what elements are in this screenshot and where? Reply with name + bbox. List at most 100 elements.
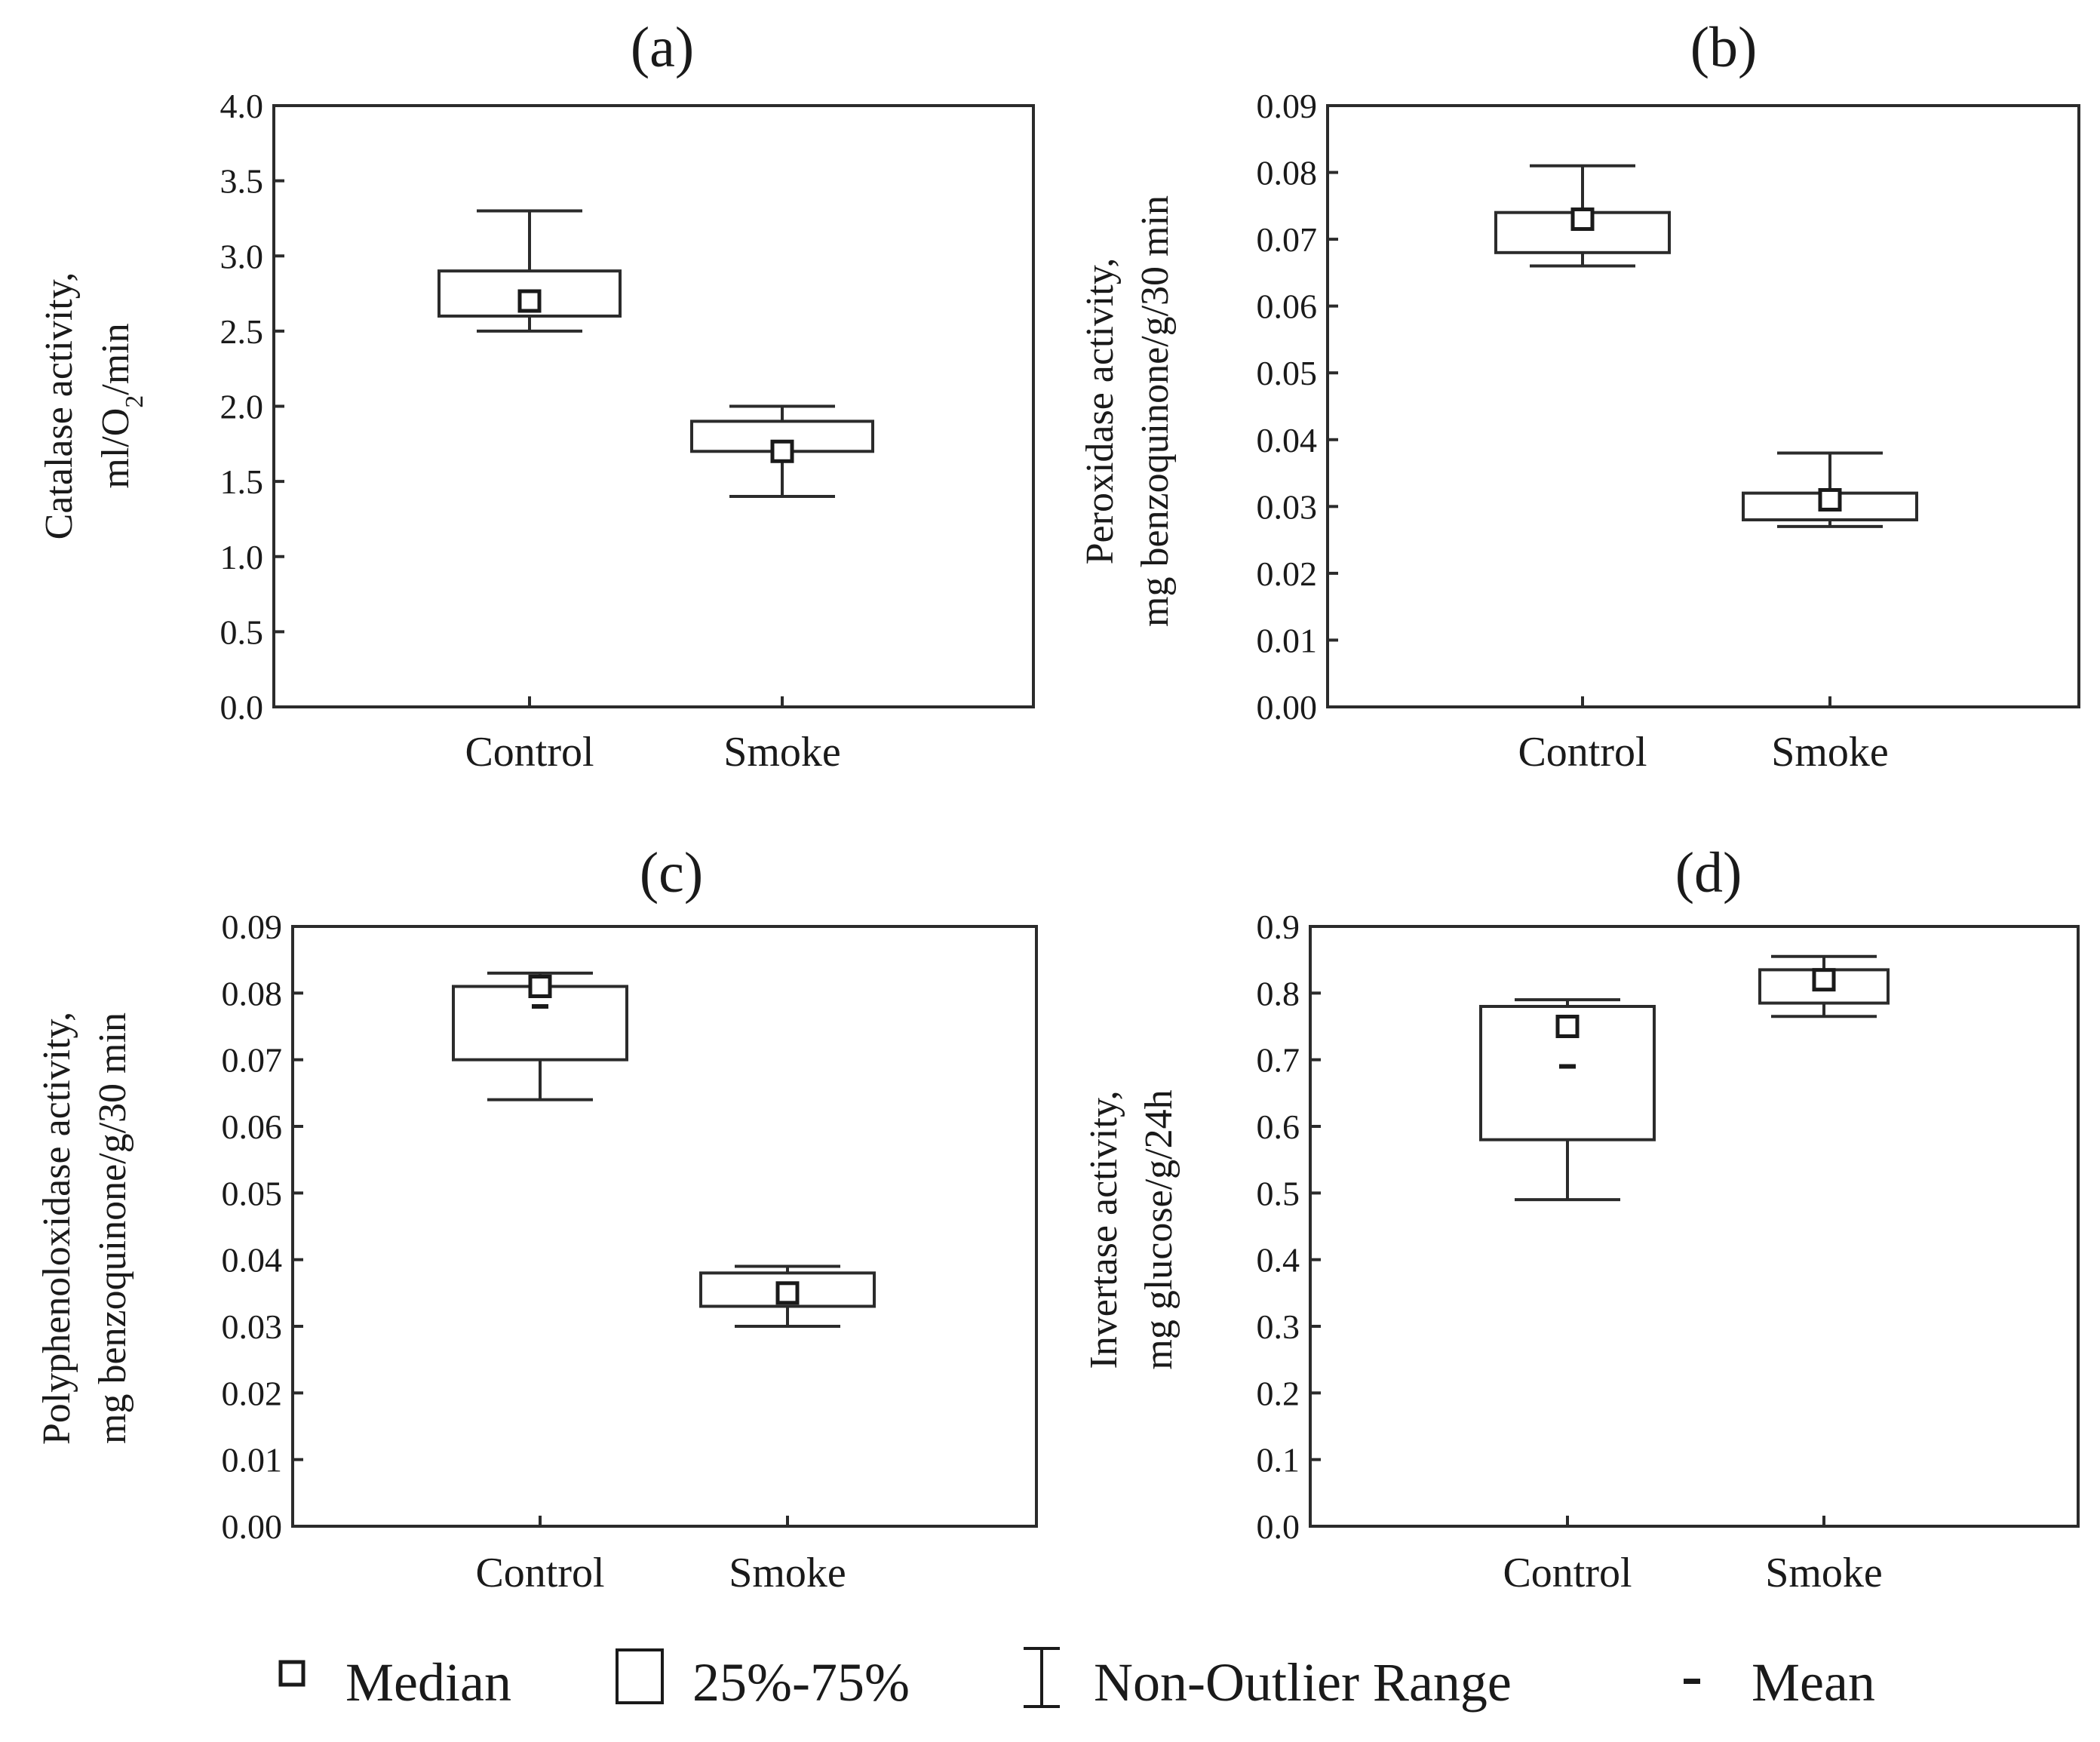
- panel-c-ytick-label-3: 0.03: [222, 1307, 283, 1346]
- panel-a-ylabel-unit-start: ml/O: [94, 408, 137, 489]
- panel-a-category-label-1: Smoke: [723, 729, 841, 776]
- panel-d-plot-frame: [1309, 925, 2080, 1528]
- legend-whisker-label: Non-Outlier Range: [1094, 1652, 1512, 1713]
- panel-d-ytick-label-6: 0.6: [1257, 1108, 1300, 1146]
- panel-d-yticks: 0.0 0.1 0.2 0.3 0.4 0.5 0.6 0.7 0.8 0.9: [1257, 908, 1321, 1546]
- panel-a-ytick-label-0: 0.0: [220, 688, 264, 727]
- panel-b-ytick-label-2: 0.02: [1257, 555, 1318, 593]
- panel-a-ytick-label-6: 3.0: [220, 237, 264, 275]
- panel-d-ytick-label-1: 0.1: [1257, 1441, 1300, 1479]
- panel-b-plot-frame: [1326, 104, 2080, 708]
- iqr-box: [699, 1271, 876, 1308]
- panel-d-category-label-1: Smoke: [1765, 1550, 1883, 1596]
- panel-a-ytick-label-2: 1.0: [220, 538, 264, 576]
- panel-b-category-label-0: Control: [1518, 729, 1647, 776]
- panel-d-ytick-label-3: 0.3: [1257, 1307, 1300, 1346]
- panel-a-ytick-label-4: 2.0: [220, 388, 264, 426]
- panel-b-title: (b): [1690, 16, 1758, 79]
- legend-mean-label: Mean: [1752, 1652, 1875, 1713]
- median-marker: [775, 1281, 800, 1305]
- panel-b-ytick-label-4: 0.04: [1257, 421, 1318, 459]
- legend: Median 25%-75% Non-Outlier Range Mean: [278, 1647, 1875, 1713]
- panel-c-ytick-label-8: 0.08: [222, 974, 283, 1012]
- median-marker: [770, 439, 794, 463]
- panel-b-box-smoke: [1742, 451, 1918, 528]
- panel-d-ytick-label-7: 0.7: [1257, 1041, 1300, 1080]
- panel-c-ytick-label-6: 0.06: [222, 1108, 283, 1146]
- iqr-box: [1479, 1005, 1656, 1141]
- panel-d-ylabel-line2: mg glucose/g/24h: [1138, 1089, 1180, 1369]
- panel-c-title: (c): [640, 841, 703, 905]
- panel-c-category-label-1: Smoke: [729, 1550, 846, 1596]
- panel-a-box-smoke: [690, 404, 874, 499]
- panel-a-ytick-label-7: 3.5: [220, 162, 264, 201]
- panel-d-ytick-label-4: 0.4: [1257, 1241, 1300, 1280]
- panel-a-ylabel-unit-end: /min: [94, 323, 137, 395]
- panel-b-ylabel-line1: Peroxidase activity,: [1079, 258, 1122, 565]
- panel-c-box-control: [452, 971, 628, 1101]
- panel-c-yticks: 0.00 0.01 0.02 0.03 0.04 0.05 0.06 0.07 0.08 0.09: [222, 908, 303, 1546]
- panel-d-ytick-label-2: 0.2: [1257, 1374, 1300, 1412]
- panel-d-ytick-label-0: 0.0: [1257, 1507, 1300, 1546]
- panel-b-ytick-label-6: 0.06: [1257, 287, 1318, 326]
- panel-a-title: (a): [631, 16, 694, 79]
- legend-mean-icon: [1684, 1679, 1700, 1684]
- iqr-box: [438, 269, 622, 318]
- panel-d-title: (d): [1675, 841, 1742, 905]
- median-marker: [1570, 207, 1595, 232]
- panel-b-ylabel-line2: mg benzoquinone/g/30 min: [1134, 195, 1177, 627]
- panel-d-boxes: [1479, 954, 1890, 1202]
- panel-d-category-label-0: Control: [1503, 1550, 1632, 1596]
- panel-c-ylabel-line1: Polyphenoloxidase activity,: [35, 1012, 78, 1445]
- panel-d-box-smoke: [1758, 954, 1890, 1018]
- panel-d-ytick-label-5: 0.5: [1257, 1174, 1300, 1212]
- panel-c-plot-frame: [291, 925, 1038, 1528]
- legend-box-icon: [616, 1648, 664, 1704]
- panel-c-category-label-0: Control: [475, 1550, 604, 1596]
- panel-b-ytick-label-3: 0.03: [1257, 487, 1318, 526]
- panel-c-ytick-label-9: 0.09: [222, 908, 283, 946]
- panel-b: (b) Peroxidase activity, mg benzoquinone…: [1079, 16, 2080, 776]
- panel-d: (d) Invertase activity, mg glucose/g/24h…: [1082, 841, 2080, 1596]
- median-marker: [528, 975, 552, 998]
- panel-b-ytick-label-5: 0.05: [1257, 354, 1318, 392]
- panel-c-ytick-label-4: 0.04: [222, 1241, 283, 1280]
- panel-c: (c) Polyphenoloxidase activity, mg benzo…: [35, 841, 1038, 1596]
- mean-marker: [1559, 1064, 1576, 1069]
- panel-c-box-smoke: [699, 1264, 876, 1328]
- panel-b-boxes: [1494, 164, 1918, 528]
- panel-a-ytick-label-8: 4.0: [220, 87, 264, 125]
- panel-c-ytick-label-0: 0.00: [222, 1507, 283, 1546]
- panel-d-ylabel-line1: Invertase activity,: [1082, 1090, 1125, 1369]
- panel-c-ytick-label-2: 0.02: [222, 1374, 283, 1412]
- legend-median-icon: [278, 1660, 305, 1687]
- panel-c-ytick-label-7: 0.07: [222, 1041, 283, 1080]
- panel-c-boxes: [452, 971, 876, 1328]
- panel-b-categories: Control Smoke: [1518, 696, 1889, 776]
- panel-b-ytick-label-1: 0.01: [1257, 621, 1318, 659]
- panel-a-ytick-label-5: 2.5: [220, 312, 264, 351]
- panel-d-box-control: [1479, 998, 1656, 1202]
- mean-marker: [532, 1004, 548, 1009]
- panel-b-ytick-label-9: 0.09: [1257, 87, 1318, 125]
- panel-a-ytick-label-1: 0.5: [220, 613, 264, 651]
- panel-a-yticks: 0.0 0.5 1.0 1.5 2.0 2.5 3.0 3.5 4.0: [220, 87, 284, 727]
- panel-d-categories: Control Smoke: [1503, 1516, 1883, 1596]
- panel-a-ylabel-line2: ml/O2/min: [94, 323, 149, 488]
- legend-median-label: Median: [345, 1652, 511, 1713]
- median-marker: [1818, 487, 1842, 512]
- panel-a-category-label-0: Control: [465, 729, 594, 776]
- panel-b-ytick-label-0: 0.00: [1257, 688, 1318, 727]
- panel-a-ylabel-subscript: 2: [121, 395, 149, 408]
- panel-b-ytick-label-8: 0.08: [1257, 154, 1318, 192]
- legend-box-label: 25%-75%: [692, 1652, 910, 1713]
- panel-a-plot-frame: [272, 104, 1035, 708]
- panel-b-yticks: 0.00 0.01 0.02 0.03 0.04 0.05 0.06 0.07 0.08 0.09: [1257, 87, 1338, 727]
- panel-b-box-control: [1494, 164, 1671, 268]
- panel-c-categories: Control Smoke: [475, 1516, 846, 1596]
- median-marker: [517, 289, 542, 313]
- panel-c-ylabel-line2: mg benzoquinone/g/30 min: [91, 1012, 134, 1444]
- panel-c-ytick-label-5: 0.05: [222, 1174, 283, 1212]
- panel-a-boxes: [438, 209, 874, 499]
